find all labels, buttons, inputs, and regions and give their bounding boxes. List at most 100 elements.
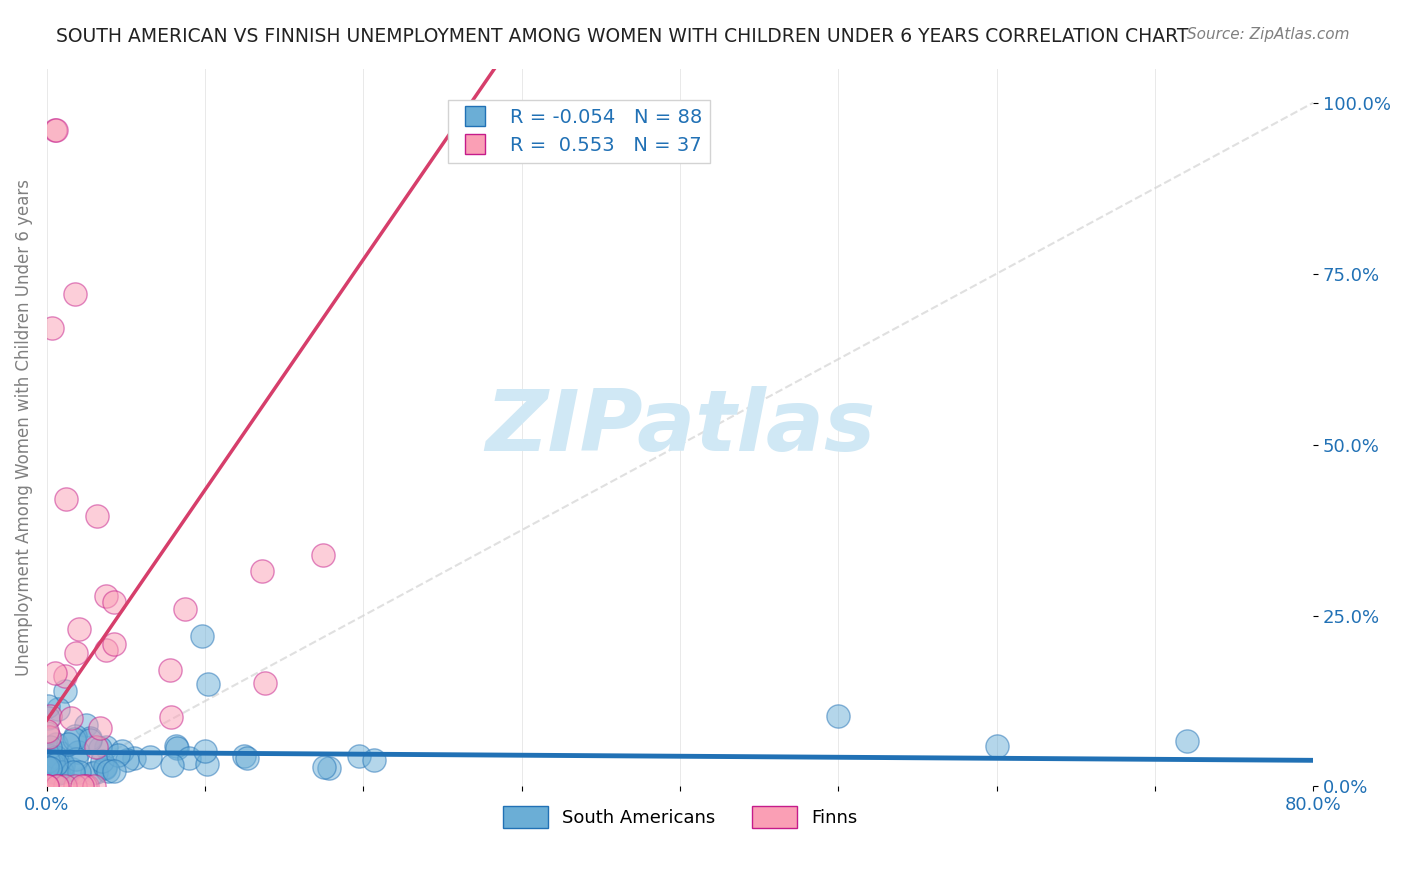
Finns: [53, 669, 76, 683]
South Americans: [35, 764, 58, 779]
South Americans: [46, 765, 69, 780]
South Americans: [94, 761, 117, 775]
Finns: [254, 675, 277, 690]
Finns: [103, 595, 125, 609]
South Americans: [232, 748, 254, 763]
Text: SOUTH AMERICAN VS FINNISH UNEMPLOYMENT AMONG WOMEN WITH CHILDREN UNDER 6 YEARS C: SOUTH AMERICAN VS FINNISH UNEMPLOYMENT A…: [56, 27, 1188, 45]
Finns: [86, 739, 108, 754]
South Americans: [318, 761, 340, 775]
Finns: [67, 623, 90, 637]
South Americans: [45, 756, 67, 771]
Finns: [35, 724, 58, 739]
South Americans: [35, 760, 58, 774]
South Americans: [79, 731, 101, 745]
Y-axis label: Unemployment Among Women with Children Under 6 years: Unemployment Among Women with Children U…: [15, 179, 32, 676]
South Americans: [195, 756, 218, 771]
South Americans: [139, 750, 162, 764]
South Americans: [363, 753, 385, 767]
South Americans: [37, 755, 59, 769]
Text: Source: ZipAtlas.com: Source: ZipAtlas.com: [1187, 27, 1350, 42]
South Americans: [66, 745, 89, 759]
South Americans: [45, 750, 67, 764]
Finns: [38, 709, 60, 723]
South Americans: [75, 718, 97, 732]
South Americans: [89, 741, 111, 756]
South Americans: [84, 764, 107, 779]
Finns: [94, 643, 117, 657]
South Americans: [94, 760, 117, 774]
South Americans: [53, 684, 76, 698]
South Americans: [37, 752, 59, 766]
South Americans: [197, 677, 219, 691]
South Americans: [45, 737, 67, 751]
South Americans: [63, 732, 86, 747]
South Americans: [194, 744, 217, 758]
Finns: [174, 602, 197, 616]
South Americans: [103, 764, 125, 779]
South Americans: [1175, 734, 1198, 748]
Legend: South Americans, Finns: South Americans, Finns: [495, 798, 865, 835]
South Americans: [67, 765, 90, 780]
Finns: [38, 731, 60, 745]
South Americans: [38, 757, 60, 772]
South Americans: [111, 744, 134, 758]
South Americans: [38, 748, 60, 763]
South Americans: [45, 764, 67, 779]
Finns: [70, 780, 93, 794]
South Americans: [38, 761, 60, 775]
South Americans: [39, 764, 62, 779]
South Americans: [97, 764, 120, 778]
South Americans: [347, 749, 370, 764]
South Americans: [63, 729, 86, 743]
Finns: [41, 321, 63, 335]
Finns: [44, 666, 66, 681]
Finns: [35, 780, 58, 794]
Finns: [103, 637, 125, 651]
South Americans: [166, 741, 188, 756]
South Americans: [177, 751, 200, 765]
Finns: [86, 508, 108, 523]
South Americans: [56, 737, 79, 751]
South Americans: [51, 756, 73, 771]
South Americans: [986, 739, 1008, 753]
Finns: [44, 123, 66, 137]
South Americans: [41, 757, 63, 772]
Finns: [45, 123, 67, 137]
Finns: [65, 647, 87, 661]
Finns: [60, 710, 83, 724]
Finns: [94, 590, 117, 604]
South Americans: [39, 764, 62, 779]
Finns: [53, 780, 76, 794]
Finns: [55, 492, 77, 507]
South Americans: [37, 711, 59, 725]
South Americans: [165, 739, 187, 753]
Finns: [160, 709, 183, 723]
Finns: [159, 663, 181, 677]
Finns: [37, 780, 59, 794]
South Americans: [79, 733, 101, 747]
Finns: [89, 721, 111, 735]
South Americans: [236, 751, 259, 765]
Finns: [63, 780, 86, 794]
South Americans: [52, 758, 75, 772]
Finns: [46, 780, 69, 794]
South Americans: [51, 765, 73, 780]
South Americans: [94, 740, 117, 755]
South Americans: [62, 764, 84, 779]
South Americans: [45, 764, 67, 779]
South Americans: [42, 757, 65, 772]
Finns: [45, 780, 67, 794]
South Americans: [39, 739, 62, 754]
South Americans: [60, 762, 83, 776]
South Americans: [49, 747, 72, 761]
South Americans: [46, 701, 69, 715]
South Americans: [65, 752, 87, 766]
Finns: [76, 780, 98, 794]
South Americans: [115, 753, 138, 767]
Finns: [83, 780, 105, 794]
South Americans: [37, 698, 59, 713]
South Americans: [48, 765, 70, 780]
South Americans: [80, 765, 103, 780]
Finns: [35, 780, 58, 794]
South Americans: [312, 760, 335, 774]
